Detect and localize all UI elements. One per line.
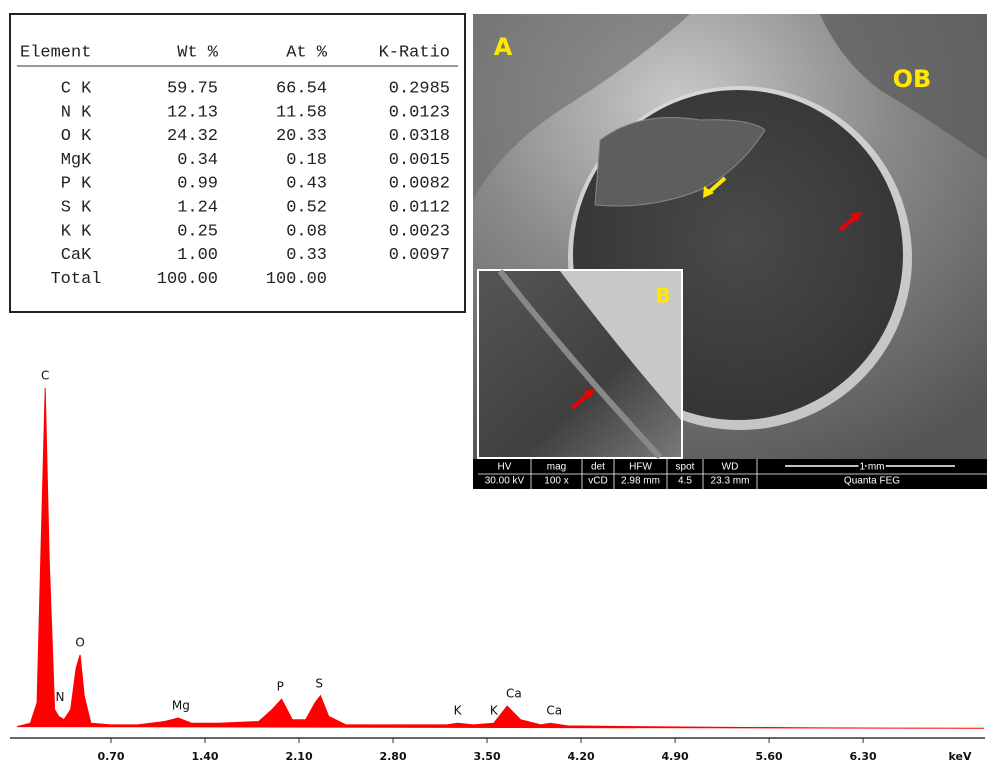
inset-red-arrow-head bbox=[583, 389, 595, 399]
info-value: 2.98 mm bbox=[621, 476, 660, 487]
yellow-arrow-head bbox=[703, 186, 714, 198]
table-frame bbox=[9, 13, 466, 313]
value-cell: 0.52 bbox=[286, 198, 327, 217]
table-header: Element bbox=[20, 43, 91, 62]
x-tick-label: 0.70 bbox=[97, 750, 124, 763]
value-cell: 100.00 bbox=[157, 270, 218, 289]
peak-label: O bbox=[75, 635, 84, 649]
instrument-name: Quanta FEG bbox=[844, 476, 900, 487]
info-value: 30.00 kV bbox=[485, 476, 525, 487]
x-tick-label: 1.40 bbox=[191, 750, 218, 763]
value-cell: 0.0112 bbox=[389, 198, 450, 217]
value-cell: 0.25 bbox=[177, 222, 218, 241]
value-cell: 0.2985 bbox=[389, 79, 450, 98]
info-value: 100 x bbox=[544, 476, 568, 487]
peak-label: Mg bbox=[172, 699, 190, 713]
peak-label: C bbox=[41, 369, 49, 383]
inset-label: B bbox=[655, 284, 670, 308]
region-label: OB bbox=[893, 65, 932, 93]
value-cell: 20.33 bbox=[276, 127, 327, 146]
value-cell: 0.0015 bbox=[389, 151, 450, 170]
value-cell: 0.18 bbox=[286, 151, 327, 170]
red-arrow-head bbox=[850, 212, 862, 222]
x-tick-label: 6.30 bbox=[850, 750, 877, 763]
sem-flake bbox=[594, 117, 766, 207]
element-cell: C K bbox=[61, 79, 92, 98]
value-cell: 0.0097 bbox=[389, 246, 450, 265]
value-cell: 0.34 bbox=[177, 151, 218, 170]
value-cell: 0.43 bbox=[286, 175, 327, 194]
info-label: WD bbox=[722, 462, 739, 473]
peak-label: N bbox=[55, 690, 64, 704]
peak-label: Ca bbox=[506, 687, 522, 701]
element-cell: S K bbox=[61, 198, 92, 217]
peak-label: K bbox=[490, 704, 499, 718]
peak-label: P bbox=[277, 680, 284, 694]
value-cell: 0.99 bbox=[177, 175, 218, 194]
x-tick-label: 2.80 bbox=[379, 750, 406, 763]
value-cell: 0.0318 bbox=[389, 127, 450, 146]
spectrum bbox=[16, 387, 985, 729]
value-cell: 66.54 bbox=[276, 79, 327, 98]
x-tick-label: 3.50 bbox=[473, 750, 500, 763]
info-label: mag bbox=[547, 462, 566, 473]
info-label: HV bbox=[498, 462, 512, 473]
sem-texture bbox=[820, 14, 987, 160]
sem-texture bbox=[473, 14, 690, 200]
value-cell: 11.58 bbox=[276, 103, 327, 122]
element-cell: CaK bbox=[61, 246, 92, 265]
scale-bar-label: 1 mm bbox=[860, 462, 885, 473]
element-cell: Total bbox=[50, 270, 101, 289]
element-cell: P K bbox=[61, 175, 92, 194]
value-cell: 24.32 bbox=[167, 127, 218, 146]
x-tick-label: 4.90 bbox=[661, 750, 688, 763]
value-cell: 12.13 bbox=[167, 103, 218, 122]
value-cell: 1.00 bbox=[177, 246, 218, 265]
table-header: K-Ratio bbox=[379, 43, 450, 62]
x-tick-label: 5.60 bbox=[756, 750, 783, 763]
value-cell: 100.00 bbox=[266, 270, 327, 289]
sem-image: A OB B 1 mm Quanta FEG HV 30.00 kV mag 100 … bbox=[473, 14, 987, 489]
value-cell: 1.24 bbox=[177, 198, 218, 217]
element-cell: N K bbox=[61, 103, 92, 122]
table-header: At % bbox=[286, 43, 328, 62]
info-value: 23.3 mm bbox=[711, 476, 750, 487]
peak-label: Ca bbox=[546, 704, 562, 718]
info-value: vCD bbox=[588, 476, 607, 487]
value-cell: 0.33 bbox=[286, 246, 327, 265]
value-cell: 0.0123 bbox=[389, 103, 450, 122]
panel-label: A bbox=[494, 33, 513, 61]
info-label: det bbox=[591, 462, 605, 473]
peak-label: S bbox=[315, 676, 323, 690]
value-cell: 0.0023 bbox=[389, 222, 450, 241]
value-cell: 0.08 bbox=[286, 222, 327, 241]
value-cell: 0.0082 bbox=[389, 175, 450, 194]
table-header: Wt % bbox=[177, 43, 219, 62]
value-cell: 59.75 bbox=[167, 79, 218, 98]
element-cell: K K bbox=[61, 222, 92, 241]
inset-bright-region bbox=[560, 271, 681, 420]
element-cell: MgK bbox=[61, 151, 92, 170]
info-label: spot bbox=[676, 462, 695, 473]
peak-label: K bbox=[454, 704, 463, 718]
info-value: 4.5 bbox=[678, 476, 692, 487]
x-tick-label: 2.10 bbox=[285, 750, 312, 763]
element-cell: O K bbox=[61, 127, 92, 146]
inset-edge bbox=[497, 269, 663, 460]
x-axis-label: keV bbox=[949, 750, 972, 763]
x-tick-label: 4.20 bbox=[567, 750, 594, 763]
info-label: HFW bbox=[629, 462, 652, 473]
